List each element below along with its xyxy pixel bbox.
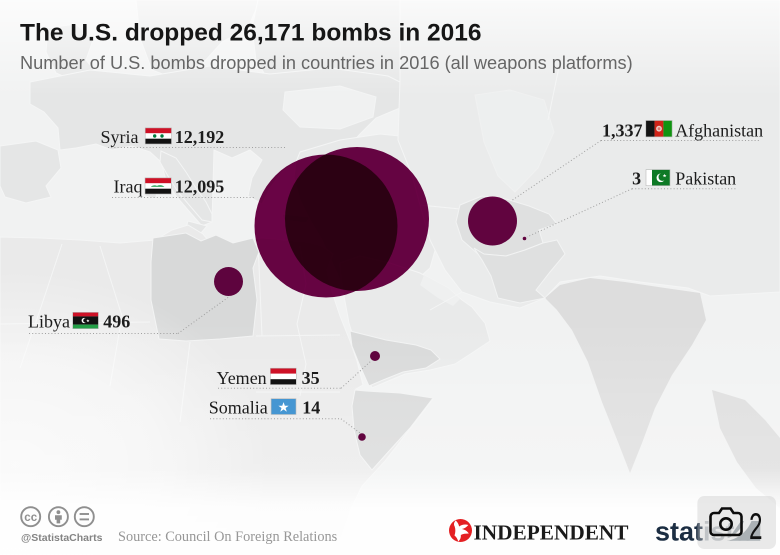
svg-text:@StatistaCharts: @StatistaCharts	[21, 532, 103, 544]
svg-text:12,192: 12,192	[175, 127, 225, 147]
svg-text:Number of U.S. bombs dropped i: Number of U.S. bombs dropped in countrie…	[20, 53, 633, 73]
svg-text:14: 14	[302, 398, 320, 418]
svg-text:Yemen: Yemen	[217, 368, 267, 388]
svg-text:Source: Council On Foreign Rel: Source: Council On Foreign Relations	[118, 529, 338, 545]
svg-text:1,337: 1,337	[602, 121, 643, 141]
svg-text:cc: cc	[24, 512, 37, 524]
svg-text:Syria: Syria	[101, 127, 139, 147]
svg-text:INDEPENDENT: INDEPENDENT	[474, 521, 630, 545]
svg-text:2: 2	[749, 506, 763, 547]
svg-text:Afghanistan: Afghanistan	[675, 121, 763, 141]
svg-text:12,095: 12,095	[175, 177, 225, 197]
svg-text:35: 35	[302, 368, 320, 388]
svg-text:Iraq: Iraq	[114, 177, 143, 197]
svg-text:496: 496	[103, 312, 130, 332]
svg-text:3: 3	[632, 168, 641, 188]
svg-text:Libya: Libya	[28, 312, 70, 332]
svg-text:Pakistan: Pakistan	[675, 168, 736, 188]
svg-text:The U.S. dropped 26,171 bombs: The U.S. dropped 26,171 bombs in 2016	[20, 20, 482, 47]
svg-text:Somalia: Somalia	[209, 398, 268, 418]
